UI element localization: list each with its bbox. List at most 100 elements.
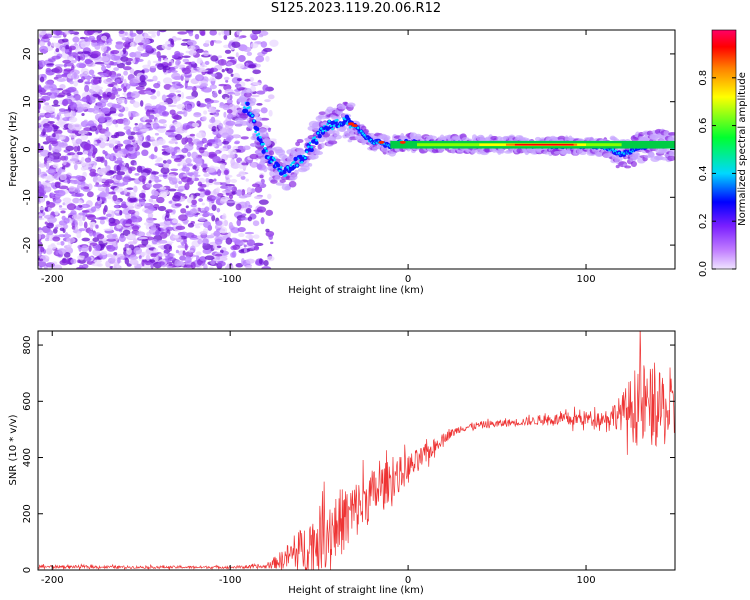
spectrogram-core-blob — [265, 149, 269, 153]
spectrogram-noise-blob — [186, 163, 194, 167]
spectrogram-noise-blob — [38, 240, 43, 249]
spectrogram-noise-blob — [186, 39, 197, 46]
y-tick-label: 0 — [22, 146, 33, 152]
spectrogram-noise-blob — [124, 106, 129, 112]
spectrogram-noise-blob — [111, 254, 116, 260]
spectrogram-noise-blob — [150, 95, 157, 100]
spectrogram-halo-blob — [332, 134, 342, 140]
spectrogram-noise-blob — [42, 105, 50, 111]
spectrogram-noise-blob — [180, 42, 188, 46]
spectrogram-noise-blob — [88, 69, 95, 76]
spectrogram-noise-blob — [225, 184, 235, 187]
spectrogram-halo-blob — [655, 154, 662, 161]
spectrogram-noise-blob — [138, 175, 147, 182]
spectrogram-noise-blob — [70, 179, 81, 185]
spectrogram-noise-blob — [100, 44, 107, 52]
spectrogram-noise-blob — [136, 30, 144, 35]
spectrogram-noise-blob — [156, 126, 167, 129]
spectrogram-noise-blob — [251, 94, 260, 98]
spectrogram-noise-blob — [143, 90, 153, 95]
spectrogram-noise-blob — [38, 122, 41, 128]
spectrogram-noise-blob — [230, 252, 236, 258]
spectrogram-noise-blob — [88, 150, 93, 156]
y-tick-label: 10 — [22, 95, 33, 108]
spectrogram-core-blob — [335, 118, 339, 122]
spectrogram-core-blob — [307, 145, 310, 149]
spectrogram-core-blob — [279, 166, 283, 169]
spectrogram-noise-blob — [132, 101, 140, 108]
spectrogram-noise-blob — [72, 36, 80, 43]
spectrogram-noise-blob — [76, 62, 85, 69]
spectrogram-noise-blob — [121, 201, 127, 209]
spectrogram-noise-blob — [174, 203, 182, 207]
spectrogram-noise-blob — [103, 228, 113, 231]
spectrogram-noise-blob — [63, 251, 71, 258]
spectrogram-noise-blob — [236, 174, 242, 177]
spectrogram-noise-blob — [245, 178, 250, 182]
spectrogram-noise-blob — [55, 30, 61, 36]
spectrogram-noise-blob — [129, 32, 137, 37]
spectrogram-halo-blob — [269, 170, 274, 177]
spectrogram-noise-blob — [52, 163, 59, 168]
spectrogram-noise-blob — [147, 60, 151, 67]
spectrogram-noise-blob — [262, 84, 269, 92]
spectrogram-noise-blob — [170, 154, 181, 159]
spectrogram-halo-blob — [234, 118, 244, 122]
spectrogram-noise-blob — [93, 32, 99, 36]
spectrogram-noise-blob — [62, 59, 71, 64]
spectrogram-noise-blob — [70, 60, 77, 64]
spectrogram-noise-blob — [79, 252, 88, 256]
spectrogram-noise-blob — [90, 206, 97, 213]
spectrogram-noise-blob — [180, 208, 187, 214]
spectrogram-noise-blob — [116, 171, 126, 176]
spectrogram-noise-blob — [38, 180, 42, 187]
spectrogram-noise-blob — [110, 74, 119, 79]
spectrogram-noise-blob — [169, 177, 178, 185]
spectrogram-noise-blob — [177, 245, 183, 249]
spectrogram-noise-blob — [240, 217, 250, 221]
spectrogram-noise-blob — [79, 36, 86, 40]
spectrogram-noise-blob — [109, 93, 116, 100]
x-tick-label: 100 — [576, 274, 595, 285]
spectrogram-noise-blob — [110, 49, 120, 55]
spectrogram-noise-blob — [231, 191, 238, 195]
spectrogram-noise-blob — [44, 102, 50, 106]
spectrogram-noise-blob — [113, 90, 119, 95]
spectrogram-noise-blob — [70, 258, 77, 265]
spectrogram-noise-blob — [199, 210, 208, 213]
spectrogram-noise-blob — [88, 230, 94, 237]
spectrogram-noise-blob — [198, 217, 206, 222]
spectrogram-noise-blob — [98, 141, 106, 149]
spectrogram-noise-blob — [108, 217, 116, 224]
spectrogram-noise-blob — [77, 259, 81, 264]
spectrogram-noise-blob — [238, 232, 245, 238]
spectrogram-noise-blob — [126, 187, 134, 190]
spectrogram-halo-blob — [669, 135, 675, 141]
spectrogram-noise-blob — [47, 41, 51, 47]
spectrogram-noise-blob — [97, 196, 101, 201]
spectrogram-noise-blob — [171, 54, 179, 59]
spectrogram-noise-blob — [71, 193, 82, 197]
spectrogram-noise-blob — [109, 106, 117, 114]
spectrogram-noise-blob — [225, 120, 236, 126]
spectrogram-noise-blob — [209, 84, 217, 90]
spectrogram-noise-blob — [210, 67, 215, 73]
spectrogram-noise-blob — [56, 114, 60, 121]
spectrogram-noise-blob — [255, 55, 265, 63]
spectrogram-noise-blob — [116, 59, 121, 64]
spectrogram-noise-blob — [167, 257, 177, 262]
spectrogram-noise-blob — [196, 67, 205, 71]
spectrogram-noise-blob — [150, 153, 155, 160]
spectrogram-noise-blob — [206, 142, 213, 146]
spectrogram-noise-blob — [197, 181, 203, 187]
spectrogram-noise-blob — [214, 40, 223, 44]
spectrogram-noise-blob — [126, 247, 132, 255]
spectrogram-noise-blob — [124, 223, 132, 227]
spectrogram-noise-blob — [59, 259, 69, 266]
spectrogram-noise-blob — [84, 157, 92, 163]
spectrogram-noise-blob — [124, 43, 130, 50]
spectrogram-noise-blob — [237, 54, 246, 63]
snr-y-ticks: 0 200 400 600 800 — [22, 336, 675, 573]
spectrogram-noise-blob — [100, 63, 105, 67]
spectrogram-noise-blob — [252, 220, 260, 227]
